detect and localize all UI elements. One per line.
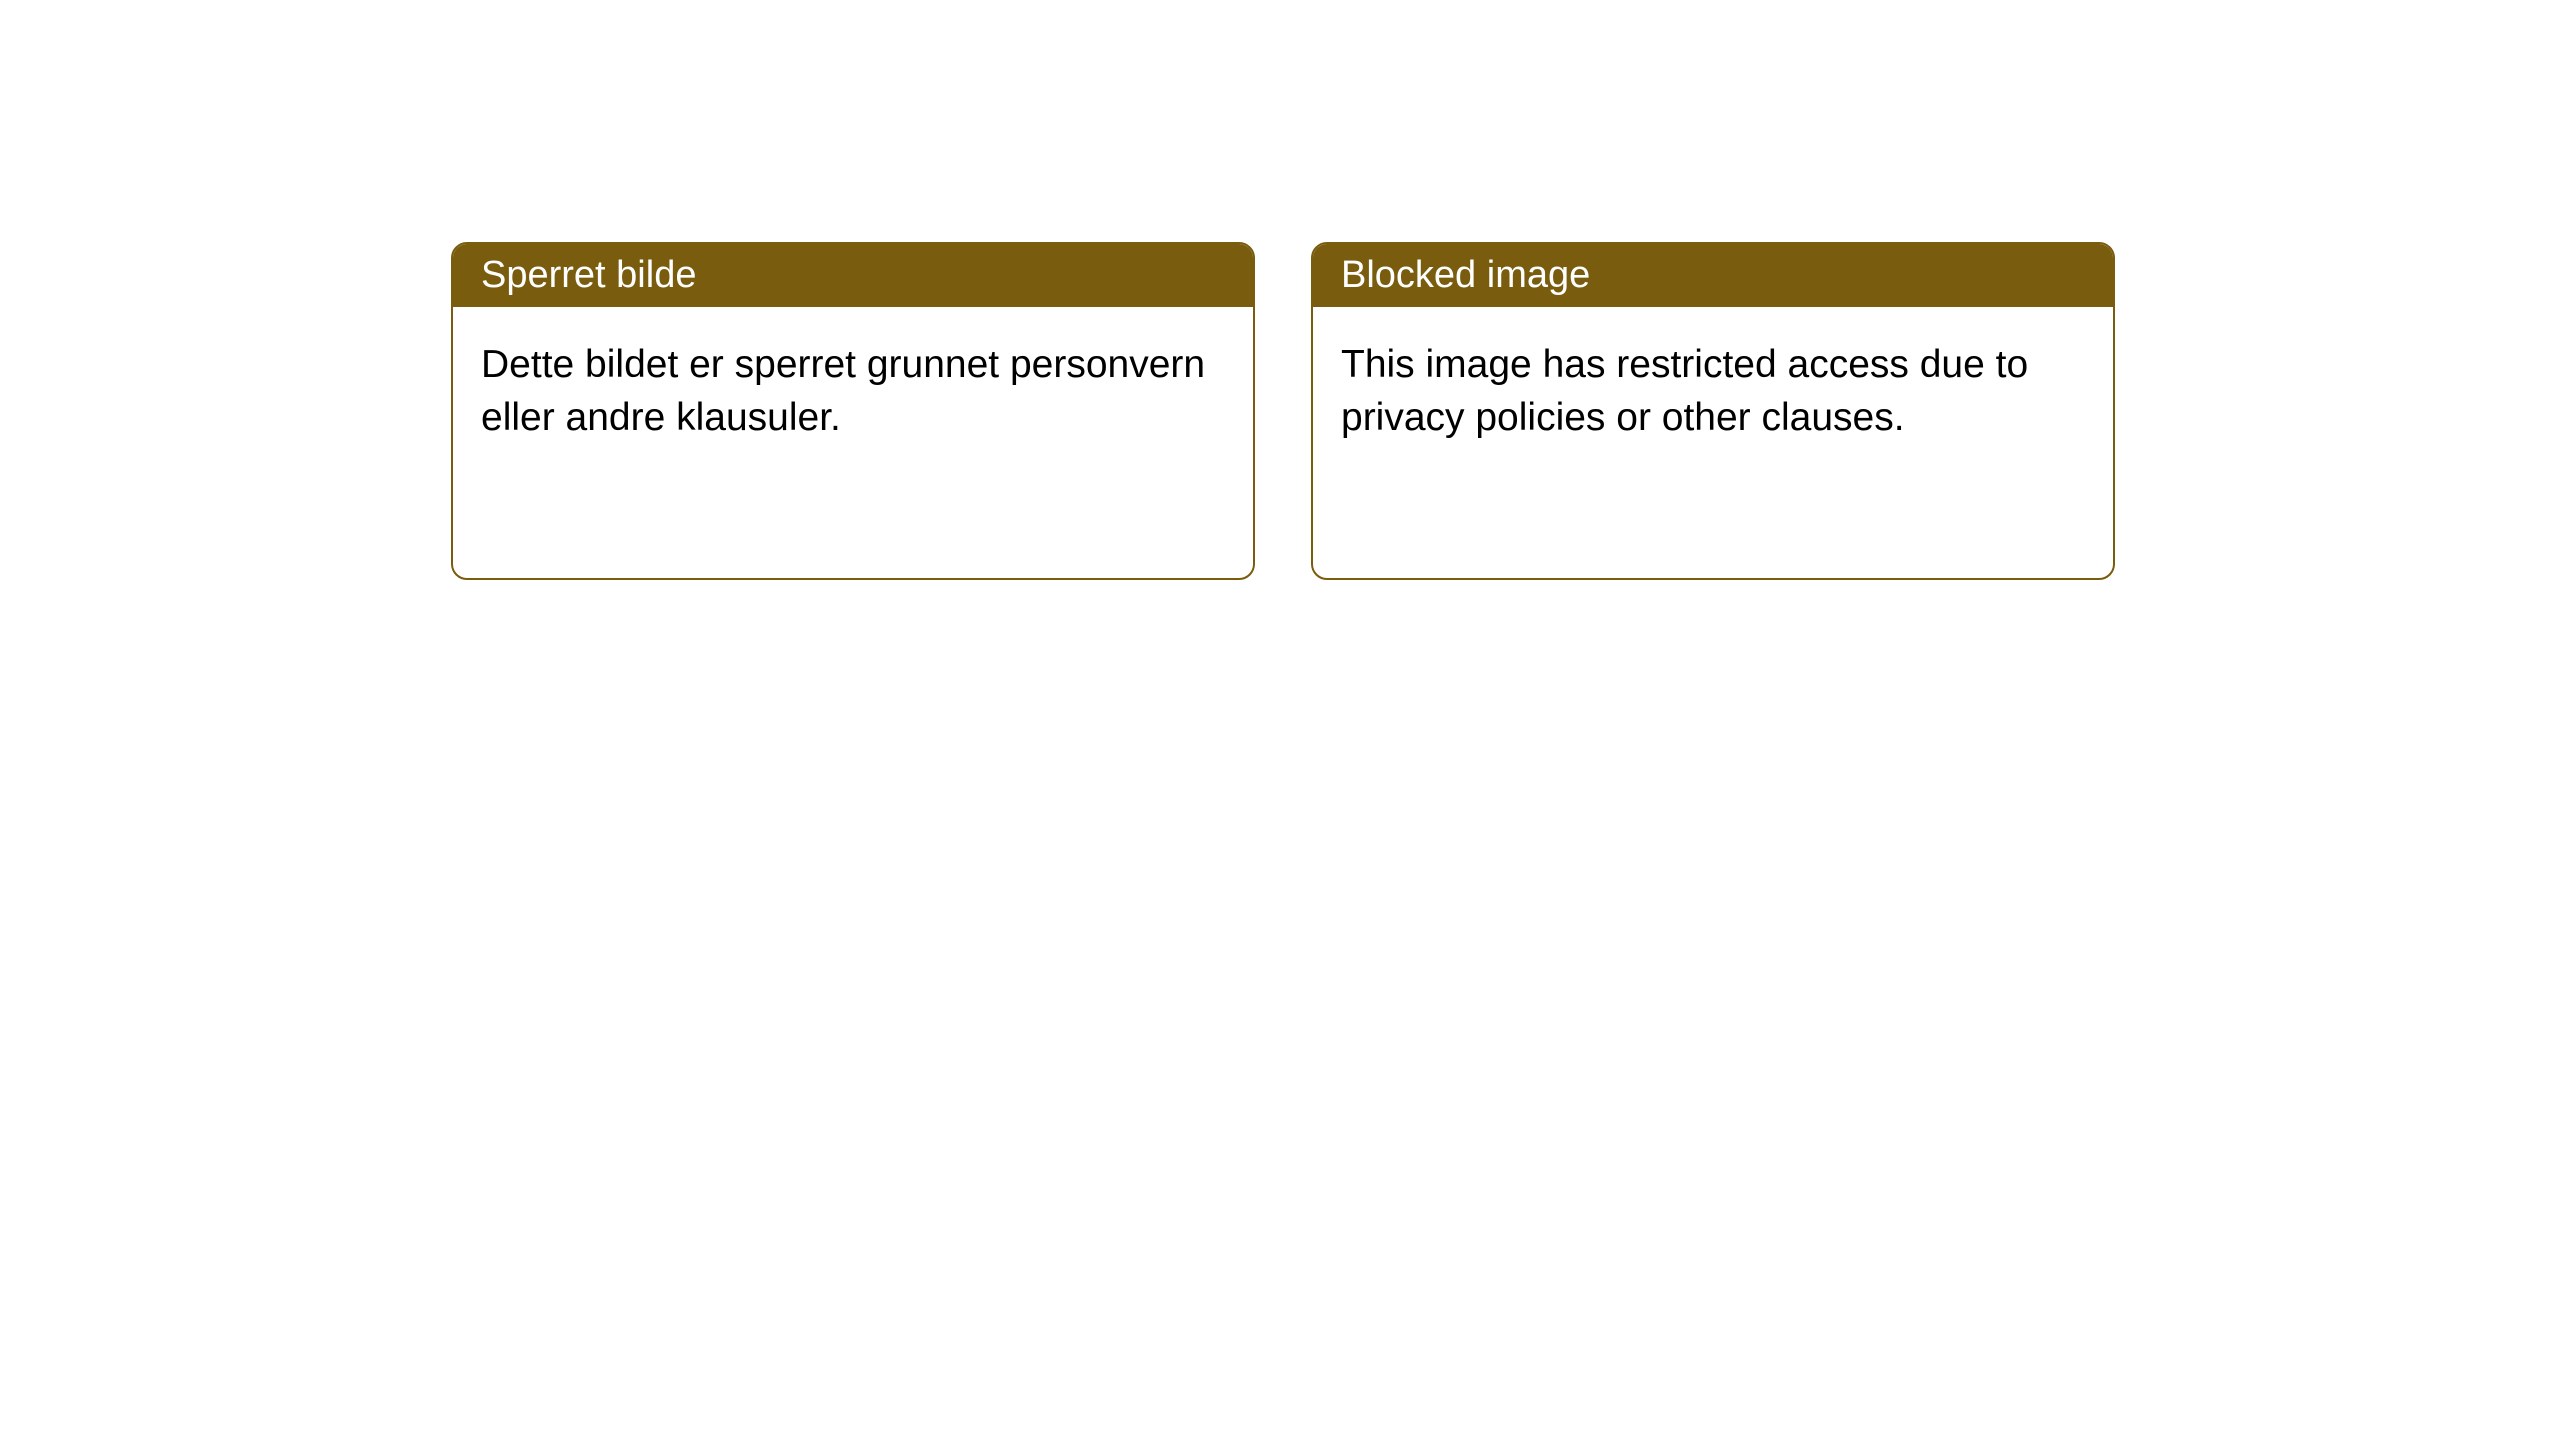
- notice-card-title: Blocked image: [1313, 244, 2113, 307]
- notice-container: Sperret bilde Dette bildet er sperret gr…: [0, 0, 2560, 580]
- notice-card-norwegian: Sperret bilde Dette bildet er sperret gr…: [451, 242, 1255, 580]
- notice-card-body: Dette bildet er sperret grunnet personve…: [453, 307, 1253, 476]
- notice-card-english: Blocked image This image has restricted …: [1311, 242, 2115, 580]
- notice-card-body: This image has restricted access due to …: [1313, 307, 2113, 476]
- notice-card-title: Sperret bilde: [453, 244, 1253, 307]
